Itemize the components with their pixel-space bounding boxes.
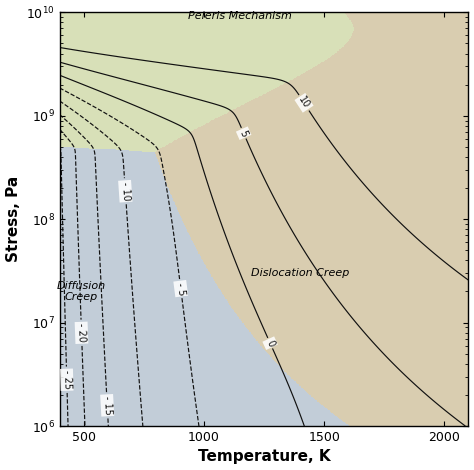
Text: 5: 5 [238, 128, 249, 138]
Text: - 10: - 10 [120, 181, 131, 201]
Text: - 25: - 25 [62, 370, 72, 390]
Text: 0: 0 [264, 338, 276, 348]
Text: Dislocation Creep: Dislocation Creep [251, 268, 349, 278]
Y-axis label: Stress, Pa: Stress, Pa [6, 176, 20, 262]
Text: - 5: - 5 [175, 282, 187, 296]
Text: - 15: - 15 [102, 396, 113, 415]
Text: Peierls Mechanism: Peierls Mechanism [188, 11, 292, 21]
Text: - 20: - 20 [76, 323, 87, 343]
Text: 10: 10 [296, 95, 311, 111]
Text: Diffusion
Creep: Diffusion Creep [57, 281, 106, 302]
X-axis label: Temperature, K: Temperature, K [198, 449, 330, 464]
